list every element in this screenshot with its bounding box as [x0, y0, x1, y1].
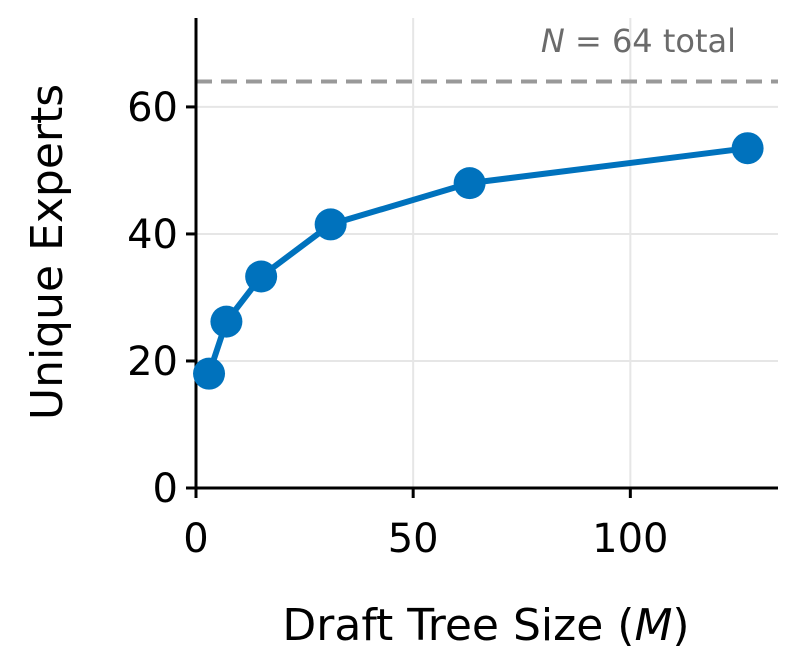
x-tick-label: 0 [183, 516, 208, 562]
axes [194, 18, 778, 490]
x-tick-label: 50 [388, 516, 439, 562]
ticks: 0 50 100 0 20 40 60 [127, 85, 668, 562]
data-point [314, 208, 347, 241]
y-axis-label: Unique Experts [22, 84, 73, 420]
data-point [731, 132, 764, 165]
reference-line-label: N = 64 total [541, 22, 736, 60]
data-point [193, 357, 226, 390]
y-tick-label: 40 [127, 212, 178, 258]
grid [196, 18, 778, 488]
series-group [193, 132, 764, 390]
data-point [210, 305, 243, 338]
data-point [453, 167, 486, 200]
data-point [245, 260, 278, 293]
x-axis-label: Draft Tree Size (M) [282, 600, 689, 651]
y-tick-label: 0 [153, 466, 178, 512]
x-tick-label: 100 [592, 516, 668, 562]
y-tick-label: 20 [127, 339, 178, 385]
y-tick-label: 60 [127, 85, 178, 131]
